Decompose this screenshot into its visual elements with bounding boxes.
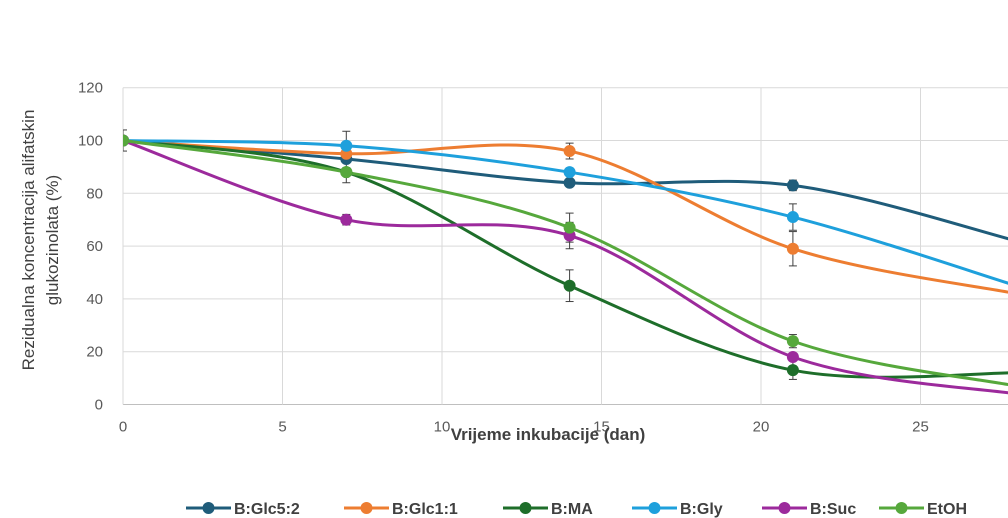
data-point-4-1 <box>340 213 353 226</box>
legend-swatch-marker-5 <box>895 502 908 514</box>
y-axis-title-line-1: Rezidualna koncentracija alifatskin <box>19 110 38 371</box>
series-line-3 <box>123 139 1008 285</box>
x-axis-ticks: 0 5 10 15 20 25 <box>119 419 929 436</box>
grid-lines <box>122 87 1008 405</box>
series-line-1 <box>123 139 1008 294</box>
x-tick-label-10: 10 <box>434 419 451 436</box>
data-point-2-2 <box>563 279 576 292</box>
legend-label-2: B:MA <box>551 501 593 518</box>
data-point-5-3 <box>786 335 799 348</box>
y-axis-ticks: 0 20 40 60 80 100 120 <box>78 80 103 414</box>
legend-label-1: B:Glc1:1 <box>392 501 458 518</box>
legend-label-3: B:Gly <box>680 501 723 518</box>
legend-swatch-marker-2 <box>519 502 532 514</box>
legend-item-1: B:Glc1:1 <box>344 501 458 518</box>
y-axis-title-line-2: glukozinolata (%) <box>43 175 62 305</box>
data-point-4-3 <box>786 350 799 363</box>
legend-label-5: EtOH <box>927 501 967 518</box>
legend-item-2: B:MA <box>503 501 593 518</box>
legend-label-4: B:Suc <box>810 501 856 518</box>
data-point-3-2 <box>563 166 576 179</box>
data-point-5-0 <box>123 134 129 147</box>
data-point-3-1 <box>340 139 353 152</box>
data-point-5-1 <box>340 166 353 179</box>
x-axis-title: Vrijeme inkubacije (dan) <box>451 425 646 444</box>
x-tick-label-5: 5 <box>278 419 286 436</box>
y-tick-label-120: 120 <box>78 80 103 97</box>
x-tick-label-25: 25 <box>912 419 929 436</box>
data-point-0-3 <box>786 179 799 192</box>
legend-swatch-marker-3 <box>648 502 661 514</box>
x-tick-label-0: 0 <box>119 419 127 436</box>
legend-swatch-marker-4 <box>778 502 791 514</box>
y-tick-label-60: 60 <box>86 238 103 255</box>
legend-swatch-marker-0 <box>202 502 215 514</box>
legend-label-0: B:Glc5:2 <box>234 501 300 518</box>
data-point-1-2 <box>563 145 576 158</box>
x-tick-label-15: 15 <box>593 419 610 436</box>
y-tick-label-40: 40 <box>86 291 103 308</box>
legend-swatch-marker-1 <box>360 502 373 514</box>
legend-item-4: B:Suc <box>762 501 856 518</box>
y-tick-label-0: 0 <box>95 397 103 414</box>
error-bar-5-0 <box>123 129 127 152</box>
legend-item-5: EtOH <box>879 501 967 518</box>
y-axis-title: Rezidualna koncentracija alifatskin gluk… <box>19 110 62 371</box>
y-tick-label-80: 80 <box>86 185 103 202</box>
data-point-1-3 <box>786 242 799 255</box>
data-point-5-2 <box>563 221 576 234</box>
y-tick-label-20: 20 <box>86 344 103 361</box>
series-line-5 <box>123 139 1008 387</box>
legend: B:Glc5:2 B:Glc1:1 B:MA B:Gly B:Suc EtOH <box>186 501 967 518</box>
data-point-3-3 <box>786 211 799 224</box>
data-point-0-2 <box>563 176 576 189</box>
x-tick-label-20: 20 <box>753 419 770 436</box>
data-point-2-3 <box>786 364 799 377</box>
legend-item-0: B:Glc5:2 <box>186 501 300 518</box>
y-tick-label-100: 100 <box>78 133 103 150</box>
legend-item-3: B:Gly <box>632 501 723 518</box>
data-points <box>123 134 799 377</box>
